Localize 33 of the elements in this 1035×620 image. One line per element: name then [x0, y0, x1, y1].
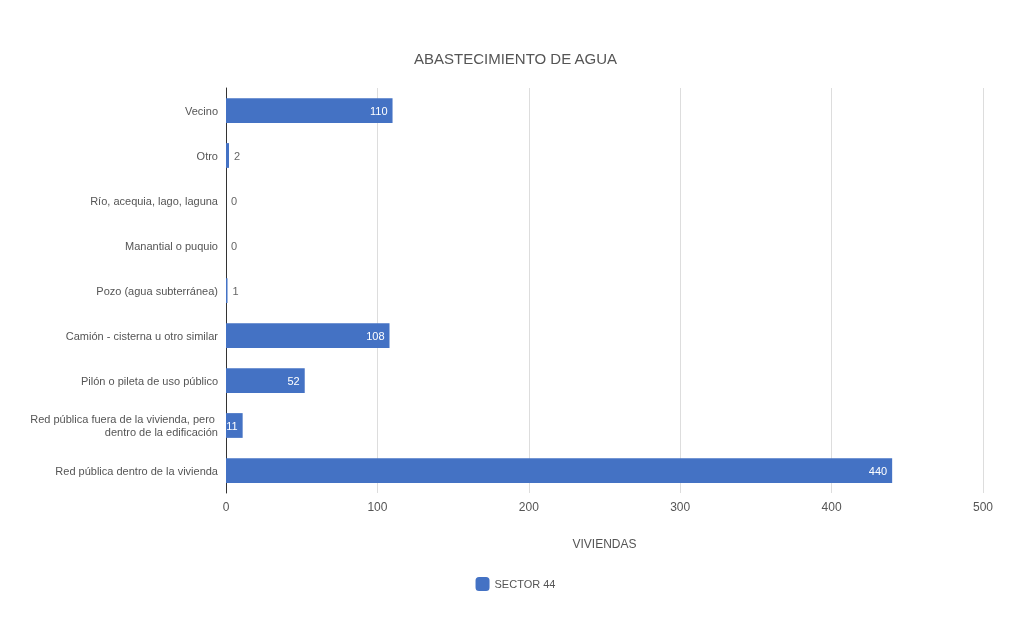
x-tick-label: 300 [670, 500, 691, 514]
x-axis-title: VIVIENDAS [572, 537, 637, 551]
x-tick-label: 100 [367, 500, 388, 514]
bar [226, 143, 230, 168]
data-label: 440 [868, 464, 888, 477]
chart-title: ABASTECIMIENTO DE AGUA [413, 50, 618, 67]
data-label: 52 [287, 374, 300, 387]
x-tick-label: 400 [821, 500, 842, 514]
data-label: 110 [369, 104, 388, 117]
y-tick-label: Río, acequia, lago, laguna [90, 194, 219, 207]
x-tick-label: 0 [222, 500, 230, 514]
bar [226, 368, 305, 393]
y-tick-label: Red pública fuera de la vivienda, pero dentro de la edificación [30, 413, 218, 438]
bar [226, 98, 393, 123]
data-label: 1 [232, 284, 239, 297]
y-tick-label: Vecino [184, 104, 218, 117]
y-tick-label: Manantial o puquio [125, 239, 218, 252]
data-label: 0 [231, 239, 238, 252]
y-tick-label: Camión - cisterna u otro similar [65, 329, 219, 342]
bar [226, 323, 390, 348]
bar [226, 413, 243, 438]
y-tick-label: Red pública dentro de la vivienda [55, 464, 219, 477]
y-tick-label: Otro [196, 149, 218, 162]
data-label: 108 [366, 329, 385, 342]
data-label: 0 [231, 194, 238, 207]
legend-label: SECTOR 44 [494, 578, 556, 590]
x-tick-label: 500 [972, 500, 994, 514]
x-tick-label: 200 [518, 500, 540, 514]
data-label: 11 [226, 419, 238, 432]
y-tick-label: Pozo (agua subterránea) [96, 284, 218, 297]
bar [226, 458, 893, 483]
y-tick-label: Pilón o pileta de uso público [81, 374, 218, 387]
data-label: 2 [234, 149, 241, 162]
